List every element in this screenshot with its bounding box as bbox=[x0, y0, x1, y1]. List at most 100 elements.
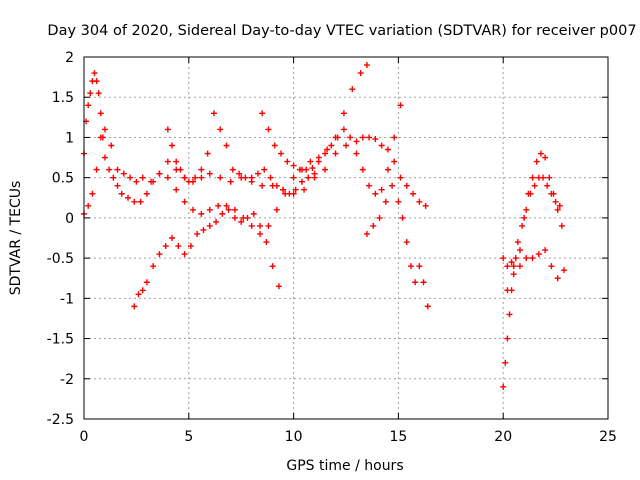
data-point bbox=[85, 202, 92, 209]
data-point bbox=[397, 102, 404, 109]
data-point bbox=[397, 174, 404, 181]
data-point bbox=[225, 206, 232, 213]
data-point bbox=[162, 243, 169, 250]
data-point bbox=[407, 263, 414, 270]
data-point bbox=[87, 90, 94, 97]
data-point bbox=[290, 162, 297, 169]
series-trace-a bbox=[81, 126, 429, 217]
data-point bbox=[169, 142, 176, 149]
data-point bbox=[139, 287, 146, 294]
data-point bbox=[504, 287, 511, 294]
data-point bbox=[382, 198, 389, 205]
data-point bbox=[114, 166, 121, 173]
data-point bbox=[556, 202, 563, 209]
data-point bbox=[85, 102, 92, 109]
series-trace-f bbox=[363, 182, 431, 310]
y-tick-label: 0.5 bbox=[52, 171, 74, 187]
data-point bbox=[95, 90, 102, 97]
data-point bbox=[508, 259, 515, 266]
data-point bbox=[328, 142, 335, 149]
data-point bbox=[204, 150, 211, 157]
data-point bbox=[403, 182, 410, 189]
data-point bbox=[269, 263, 276, 270]
data-point bbox=[137, 198, 144, 205]
data-point bbox=[187, 243, 194, 250]
x-tick-label: 5 bbox=[184, 429, 193, 445]
data-point bbox=[101, 154, 108, 161]
data-point bbox=[366, 182, 373, 189]
data-point bbox=[510, 263, 517, 270]
chart-title: Day 304 of 2020, Sidereal Day-to-day VTE… bbox=[47, 23, 636, 39]
data-point bbox=[99, 134, 106, 141]
data-point bbox=[504, 335, 511, 342]
data-point bbox=[223, 202, 230, 209]
x-tick-label: 10 bbox=[285, 429, 303, 445]
data-point bbox=[550, 190, 557, 197]
data-point bbox=[114, 182, 121, 189]
data-point bbox=[110, 174, 117, 181]
data-point bbox=[238, 218, 245, 225]
data-point bbox=[359, 166, 366, 173]
data-point bbox=[544, 182, 551, 189]
data-point bbox=[89, 190, 96, 197]
data-point bbox=[343, 142, 349, 149]
data-point bbox=[217, 174, 224, 181]
x-axis-label: GPS time / hours bbox=[286, 458, 403, 474]
data-point bbox=[416, 263, 423, 270]
data-point bbox=[315, 158, 322, 165]
y-tick-label: -0.5 bbox=[47, 251, 74, 267]
data-point bbox=[215, 202, 222, 209]
data-point bbox=[278, 150, 285, 157]
data-point bbox=[535, 251, 542, 258]
data-point bbox=[265, 126, 272, 133]
data-point bbox=[181, 251, 188, 258]
data-point bbox=[164, 174, 171, 181]
data-point bbox=[259, 182, 266, 189]
series-trace-c bbox=[164, 110, 318, 197]
data-point bbox=[164, 126, 171, 133]
y-tick-label: 2 bbox=[65, 50, 74, 66]
data-point bbox=[120, 170, 127, 177]
data-point bbox=[133, 178, 140, 185]
data-point bbox=[286, 190, 293, 197]
data-point bbox=[540, 174, 547, 181]
data-point bbox=[516, 247, 523, 254]
data-point bbox=[537, 150, 544, 157]
data-point bbox=[231, 206, 238, 213]
y-axis-label: SDTVAR / TECUs bbox=[8, 181, 24, 296]
data-point bbox=[198, 210, 205, 217]
data-point bbox=[332, 150, 339, 157]
data-point bbox=[542, 154, 549, 161]
data-point bbox=[250, 210, 257, 217]
y-tick-label: -2.5 bbox=[47, 412, 74, 428]
data-point bbox=[173, 186, 180, 193]
data-point bbox=[391, 134, 398, 141]
data-point bbox=[531, 182, 538, 189]
data-point bbox=[384, 146, 391, 153]
data-point bbox=[420, 279, 427, 286]
data-point bbox=[542, 247, 549, 254]
data-point bbox=[290, 174, 297, 181]
data-points bbox=[81, 62, 567, 390]
data-point bbox=[227, 178, 234, 185]
data-point bbox=[273, 206, 280, 213]
data-point bbox=[363, 230, 370, 237]
data-point bbox=[378, 142, 385, 149]
data-point bbox=[523, 206, 530, 213]
data-point bbox=[552, 198, 559, 205]
data-point bbox=[135, 291, 142, 298]
data-point bbox=[292, 186, 299, 193]
data-point bbox=[324, 146, 331, 153]
data-point bbox=[219, 210, 226, 217]
data-point bbox=[301, 186, 308, 193]
data-point bbox=[206, 222, 213, 229]
data-point bbox=[143, 190, 150, 197]
data-point bbox=[257, 230, 264, 237]
data-point bbox=[131, 198, 138, 205]
data-point bbox=[257, 222, 264, 229]
data-point bbox=[504, 263, 511, 270]
data-point bbox=[422, 202, 429, 209]
data-point bbox=[125, 194, 132, 201]
x-tick-label: 15 bbox=[389, 429, 407, 445]
data-point bbox=[523, 255, 530, 262]
